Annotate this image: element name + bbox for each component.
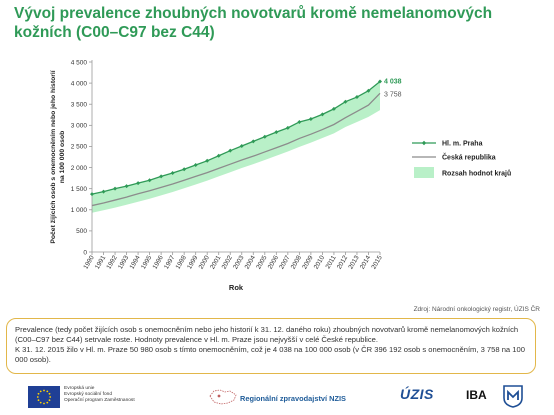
legend: Hl. m. Praha Česká republika Rozsah hodnot… — [412, 140, 511, 178]
labels-layer: 4 038 3 758 — [384, 79, 402, 99]
series-layer — [90, 79, 382, 207]
praha-point — [297, 119, 302, 124]
praha-point — [182, 167, 187, 172]
legend-label-praha: Hl. m. Praha — [442, 140, 483, 147]
praha-point — [378, 79, 382, 84]
prevalence-chart: 0 500 1 000 1 500 2 000 2 500 3 000 3 500 4 000 4… — [50, 59, 511, 292]
legend-label-cr: Česká republika — [442, 152, 496, 161]
praha-point — [101, 189, 106, 194]
eu-text-line: Evropský sociální fond — [64, 392, 112, 397]
praha-point — [274, 130, 279, 135]
legend-swatch-band — [414, 167, 434, 178]
chart-title: Vývoj prevalence zhoubných novotvarů kro… — [14, 5, 493, 41]
praha-point — [262, 134, 267, 139]
y-tick-label: 0 — [83, 249, 87, 256]
uzis-logo: ÚZIS — [400, 386, 434, 402]
praha-point — [308, 117, 313, 121]
praha-point — [320, 112, 325, 117]
info-box: Prevalence (tedy počet žijících osob s o… — [6, 318, 536, 374]
range-band-layer — [92, 81, 380, 213]
eu-flag-icon — [28, 386, 60, 408]
legend-label-band: Rozsah hodnot krajů — [442, 169, 511, 177]
y-tick-label: 2 500 — [71, 144, 88, 151]
range-band-area — [92, 81, 380, 213]
iba-logo: IBA — [466, 388, 487, 402]
x-axis-title: Rok — [229, 283, 244, 292]
end-label-praha: 4 038 — [384, 79, 402, 86]
end-label-cr: 3 758 — [384, 91, 402, 98]
praha-point — [343, 99, 348, 104]
eu-text-line: Evropská unie — [64, 386, 95, 391]
praha-point — [170, 171, 175, 176]
source-note: Zdroj: Národní onkologický registr, ÚZIS… — [413, 306, 540, 313]
czech-map-icon — [209, 389, 237, 405]
muni-logo-icon — [503, 385, 523, 408]
y-tick-label: 4 500 — [71, 59, 88, 66]
y-tick-label: 1 000 — [71, 207, 88, 214]
nzis-label: Regionální zpravodajství NZIS — [240, 394, 346, 403]
praha-point — [354, 95, 359, 100]
y-tick-label: 4 000 — [71, 80, 88, 87]
praha-point — [331, 106, 336, 111]
x-tick-label: 2015 — [370, 254, 383, 270]
info-text: Prevalence (tedy počet žijících osob s o… — [15, 325, 527, 365]
series-line-praha — [91, 80, 381, 195]
praha-point — [193, 163, 198, 168]
series-line-cr — [91, 92, 381, 207]
x-tick-label: 2010 — [313, 254, 326, 270]
eu-text-line: Operační program Zaměstnanost — [64, 398, 135, 403]
y-tick-label: 3 000 — [71, 123, 88, 130]
footer: Evropská unie Evropský sociální fond Ope… — [0, 380, 554, 415]
praha-point — [366, 88, 371, 93]
praha-point — [228, 148, 233, 153]
eu-text: Evropská unie Evropský sociální fond Ope… — [64, 386, 135, 404]
info-paragraph: Prevalence (tedy počet žijících osob s o… — [15, 325, 519, 344]
praha-point — [251, 139, 256, 144]
y-tick-label: 500 — [76, 228, 87, 235]
praha-point — [90, 192, 94, 197]
y-tick-label: 2 000 — [71, 165, 88, 172]
praha-point — [285, 125, 290, 130]
praha-point — [239, 144, 244, 149]
legend-marker-praha — [421, 140, 427, 146]
y-tick-label: 3 500 — [71, 102, 88, 109]
praha-point — [205, 158, 210, 163]
praha-point — [136, 181, 141, 186]
praha-point — [147, 178, 152, 183]
y-axis-title: Počet žijících osob s onemocněním nebo j… — [50, 69, 66, 243]
praha-point — [159, 174, 164, 179]
praha-point — [124, 184, 129, 189]
praha-point — [216, 153, 221, 158]
praha-point — [113, 186, 118, 191]
info-paragraph: K 31. 12. 2015 žilo v Hl. m. Praze 50 98… — [15, 345, 525, 364]
y-tick-label: 1 500 — [71, 186, 88, 193]
